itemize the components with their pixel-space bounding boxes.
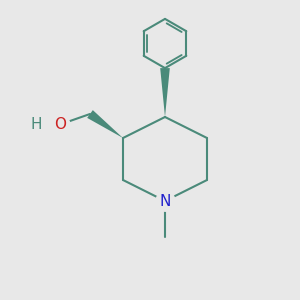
Text: N: N (159, 194, 171, 208)
Text: H: H (30, 117, 42, 132)
Polygon shape (160, 68, 170, 117)
Text: O: O (54, 117, 66, 132)
Polygon shape (87, 110, 123, 138)
